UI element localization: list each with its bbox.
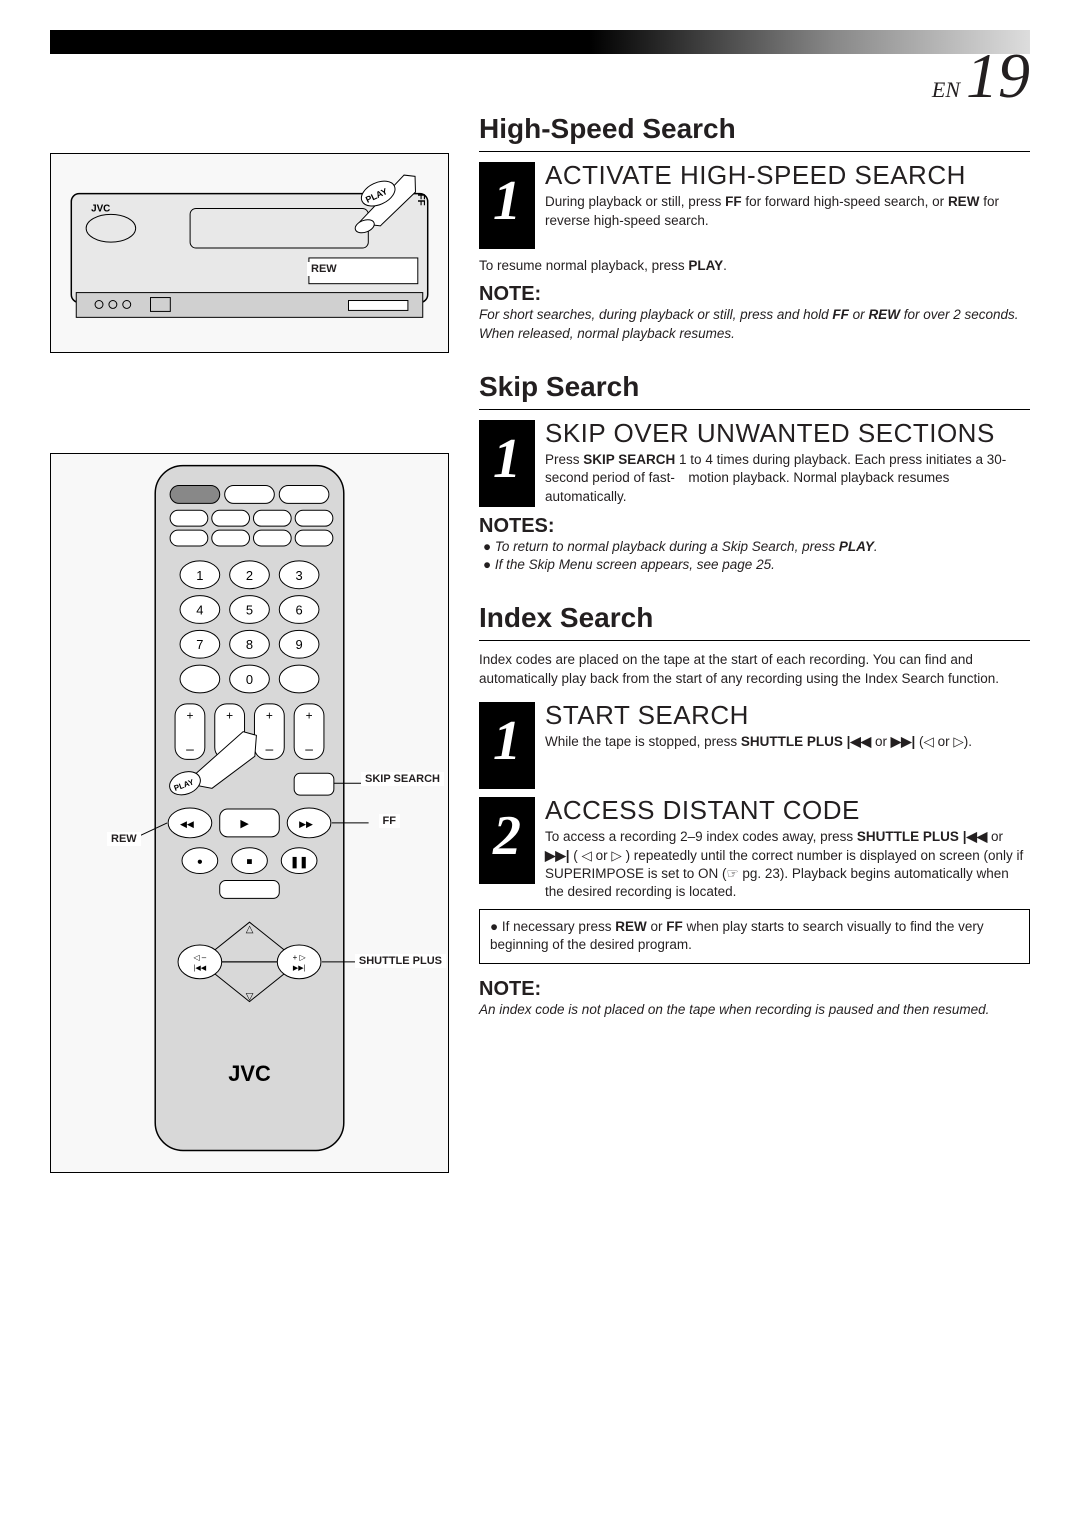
step-number: 1: [479, 702, 535, 789]
skip-search-heading: Skip Search: [479, 371, 1030, 403]
vcr-rew-label: REW: [307, 262, 341, 276]
svg-text:8: 8: [246, 637, 253, 652]
svg-text:▶: ▶: [240, 818, 249, 830]
note-item: If the Skip Menu screen appears, see pag…: [483, 556, 1030, 574]
svg-text:–: –: [265, 740, 273, 756]
svg-text:■: ■: [247, 857, 253, 868]
remote-ff-label: FF: [379, 814, 400, 828]
notes-list: To return to normal playback during a Sk…: [479, 538, 1030, 574]
page-language: EN: [932, 77, 960, 103]
svg-text:0: 0: [246, 672, 253, 687]
svg-text:◀◀: ◀◀: [180, 819, 194, 829]
remote-rew-label: REW: [107, 832, 141, 846]
rule: [479, 151, 1030, 152]
note-text: For short searches, during playback or s…: [479, 306, 1030, 342]
svg-text:2: 2: [246, 568, 253, 583]
svg-text:JVC: JVC: [228, 1061, 271, 1086]
svg-text:4: 4: [196, 603, 203, 618]
remote-skip-search-label: SKIP SEARCH: [361, 772, 444, 786]
step-heading: START SEARCH: [545, 702, 972, 729]
svg-text:FF: FF: [415, 194, 426, 206]
index-step-1: 1 START SEARCH While the tape is stopped…: [479, 702, 1030, 789]
svg-text:▶▶|: ▶▶|: [293, 965, 306, 972]
rule: [479, 640, 1030, 641]
svg-text:6: 6: [296, 603, 303, 618]
page-number: 19: [966, 50, 1030, 101]
svg-text:–: –: [186, 740, 194, 756]
index-search-heading: Index Search: [479, 602, 1030, 634]
svg-text:7: 7: [196, 637, 203, 652]
svg-text:1: 1: [196, 568, 203, 583]
index-step-2: 2 ACCESS DISTANT CODE To access a record…: [479, 797, 1030, 901]
remote-illustration: 1 2 3 4 5 6 7 8 9 0: [50, 453, 449, 1173]
svg-text:+: +: [306, 709, 313, 723]
resume-text: To resume normal playback, press PLAY.: [479, 257, 1030, 275]
step-heading: SKIP OVER UNWANTED SECTIONS: [545, 420, 1030, 447]
step-heading: ACTIVATE HIGH-SPEED SEARCH: [545, 162, 1030, 189]
svg-text:5: 5: [246, 603, 253, 618]
step-body: Press SKIP SEARCH 1 to 4 times during pl…: [545, 451, 1030, 506]
svg-text:3: 3: [296, 568, 303, 583]
step-body: While the tape is stopped, press SHUTTLE…: [545, 733, 972, 751]
notes-label: NOTES:: [479, 515, 1030, 538]
rule: [479, 409, 1030, 410]
svg-text:|◀◀: |◀◀: [194, 965, 207, 972]
svg-text:+: +: [186, 709, 193, 723]
vcr-illustration: JVC FF PLAY REW: [50, 153, 449, 353]
step-number: 1: [479, 162, 535, 249]
step-heading: ACCESS DISTANT CODE: [545, 797, 1030, 824]
step-number: 2: [479, 797, 535, 884]
high-speed-step-1: 1 ACTIVATE HIGH-SPEED SEARCH During play…: [479, 162, 1030, 249]
high-speed-heading: High-Speed Search: [479, 113, 1030, 145]
step-body: To access a recording 2–9 index codes aw…: [545, 828, 1030, 901]
svg-text:9: 9: [296, 637, 303, 652]
svg-text:+: +: [266, 709, 273, 723]
remote-shuttle-plus-label: SHUTTLE PLUS: [355, 954, 446, 968]
page-header: EN 19: [50, 50, 1030, 103]
note-item: To return to normal playback during a Sk…: [483, 538, 1030, 556]
note-label: NOTE:: [479, 283, 1030, 306]
step-number: 1: [479, 420, 535, 507]
vcr-brand-text: JVC: [91, 203, 110, 214]
svg-text:▽: ▽: [246, 992, 254, 1003]
note-text: An index code is not placed on the tape …: [479, 1001, 1030, 1019]
svg-text:❚❚: ❚❚: [290, 857, 308, 869]
svg-text:+ ▷: + ▷: [293, 953, 307, 962]
svg-text:+: +: [226, 709, 233, 723]
step-body: During playback or still, press FF for f…: [545, 193, 1030, 229]
svg-text:◁ –: ◁ –: [194, 953, 207, 962]
svg-text:–: –: [305, 740, 313, 756]
skip-step-1: 1 SKIP OVER UNWANTED SECTIONS Press SKIP…: [479, 420, 1030, 507]
tip-box: If necessary press REW or FF when play s…: [479, 909, 1030, 963]
svg-text:△: △: [246, 924, 254, 935]
note-label: NOTE:: [479, 978, 1030, 1001]
index-intro: Index codes are placed on the tape at th…: [479, 651, 1030, 687]
svg-text:●: ●: [197, 857, 203, 868]
svg-text:▶▶: ▶▶: [299, 819, 313, 829]
